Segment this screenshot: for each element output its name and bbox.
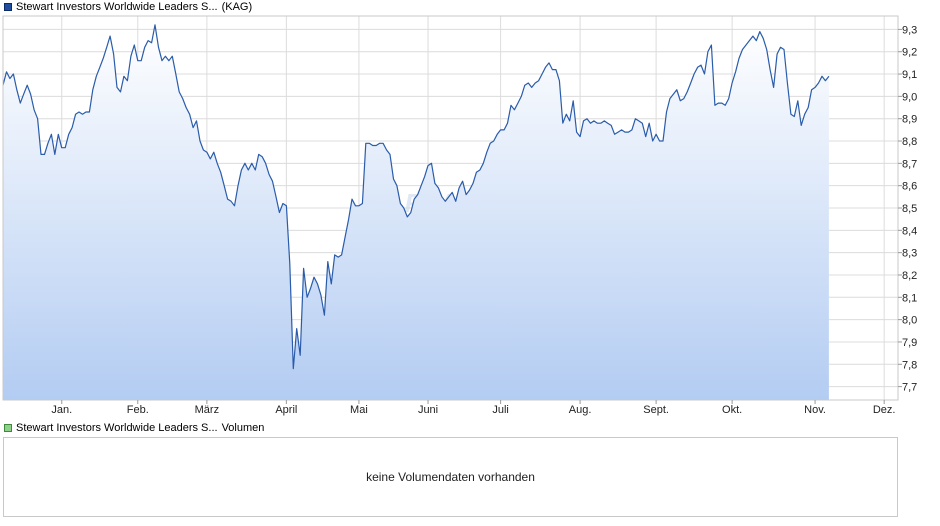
price-line xyxy=(2,24,830,370)
x-tick-label: Dez. xyxy=(873,404,896,416)
price-legend: Stewart Investors Worldwide Leaders S...… xyxy=(4,0,252,14)
price-area xyxy=(3,24,829,401)
price-series-type: (KAG) xyxy=(221,1,253,13)
volume-series-swatch xyxy=(4,424,12,432)
y-tick-label: 7,8 xyxy=(902,359,917,371)
y-tick-label: 9,0 xyxy=(902,91,917,103)
x-tick-label: Juni xyxy=(418,404,438,416)
volume-legend: Stewart Investors Worldwide Leaders S...… xyxy=(4,421,264,435)
y-tick-label: 7,7 xyxy=(902,382,917,394)
y-tick-label: 8,0 xyxy=(902,315,917,327)
y-tick-label: 8,8 xyxy=(902,136,917,148)
x-tick-label: Okt. xyxy=(722,404,742,416)
x-tick-label: Juli xyxy=(492,404,509,416)
x-tick-label: März xyxy=(195,404,219,416)
price-chart: ARIVA.DE 7,77,87,98,08,18,28,38,48,58,68… xyxy=(2,15,917,416)
y-tick-label: 8,5 xyxy=(902,203,917,215)
y-tick-label: 8,4 xyxy=(902,225,917,237)
y-tick-label: 8,7 xyxy=(902,158,917,170)
y-tick-label: 8,1 xyxy=(902,292,917,304)
y-tick-label: 9,2 xyxy=(902,47,917,59)
y-tick-label: 9,3 xyxy=(902,24,917,36)
y-tick-label: 9,1 xyxy=(902,69,917,81)
y-axis: 7,7 7,8 7,9 8,0 8,1 8,2 8,3 8,4 8,5 8,6 8,7 8,8 8,9 9… xyxy=(898,24,917,394)
volume-panel: keine Volumendaten vorhanden xyxy=(3,437,898,517)
x-tick-label: Feb. xyxy=(127,404,149,416)
volume-series-name: Stewart Investors Worldwide Leaders S... xyxy=(16,422,218,434)
x-tick-label: Aug. xyxy=(569,404,592,416)
x-tick-label: Mai xyxy=(350,404,368,416)
x-tick-label: April xyxy=(275,404,297,416)
price-series-name: Stewart Investors Worldwide Leaders S... xyxy=(16,1,218,13)
no-volume-message: keine Volumendaten vorhanden xyxy=(366,470,535,484)
x-tick-label: Nov. xyxy=(804,404,826,416)
y-tick-label: 8,3 xyxy=(902,248,917,260)
y-tick-label: 8,2 xyxy=(902,270,917,282)
price-series-swatch xyxy=(4,3,12,11)
x-tick-label: Sept. xyxy=(643,404,669,416)
volume-series-type: Volumen xyxy=(221,422,265,434)
y-tick-label: 8,6 xyxy=(902,181,917,193)
x-tick-label: Jan. xyxy=(51,404,72,416)
y-tick-label: 8,9 xyxy=(902,114,917,126)
x-axis: Jan. Feb. März April Mai Juni Juli Aug. Sept. Okt… xyxy=(51,400,895,416)
y-tick-label: 7,9 xyxy=(902,337,917,349)
